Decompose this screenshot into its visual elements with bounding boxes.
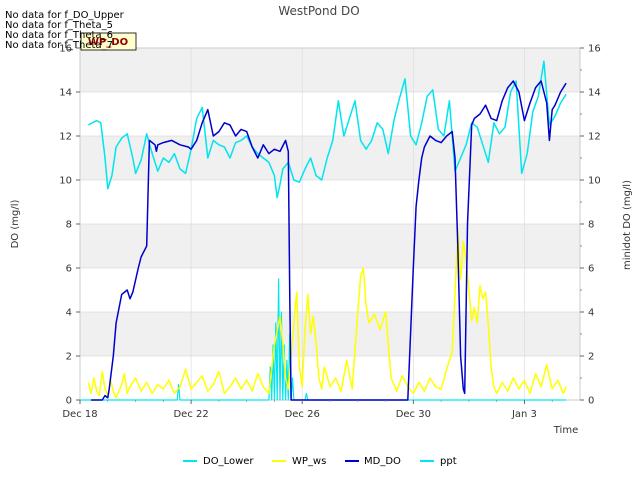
y-tick-label-right: 4 <box>588 308 594 319</box>
x-axis-label: Time <box>553 425 578 436</box>
x-tick-label: Jan 3 <box>511 409 537 420</box>
wp-do-badge: WP_DO <box>80 32 137 51</box>
y-tick-label-right: 12 <box>588 132 601 143</box>
legend-label-wp-ws: WP_ws <box>292 456 326 467</box>
badge-box <box>80 32 137 51</box>
background-band <box>80 268 580 312</box>
legend: DO_Lower WP_ws MD_DO ppt <box>183 456 457 467</box>
y-axis-left: 0 2 4 6 8 10 12 14 16 <box>59 44 80 407</box>
y-tick-label-right: 14 <box>588 88 601 99</box>
y-tick-label-left: 8 <box>66 220 72 231</box>
y-tick-label-left: 14 <box>59 88 72 99</box>
series-line-ppt <box>80 278 567 401</box>
y-axis-label-left: DO (mg/l) <box>10 200 21 249</box>
y-tick-label-right: 10 <box>588 176 601 187</box>
y-tick-label-left: 6 <box>66 264 72 275</box>
plot-background <box>80 48 580 400</box>
x-axis: Dec 18 Dec 22 Dec 26 Dec 30 Jan 3 <box>62 400 553 420</box>
y-tick-label-right: 8 <box>588 220 594 231</box>
y-tick-label-left: 10 <box>59 176 72 187</box>
x-tick-label: Dec 26 <box>285 409 320 420</box>
no-data-note: No data for f_Theta_5 <box>5 20 113 31</box>
legend-label-md-do: MD_DO <box>364 456 401 467</box>
no-data-note: No data for f_Theta_7 <box>5 40 113 51</box>
y-tick-label-left: 4 <box>66 308 72 319</box>
series-layer <box>80 60 567 401</box>
y-axis-right: 0 2 4 6 8 10 12 14 16 <box>580 44 601 407</box>
background-band <box>80 312 580 356</box>
badge-label: WP_DO <box>88 37 128 48</box>
y-axis-label-right: minidot DO (mg/l) <box>622 180 633 270</box>
y-tick-label-right: 16 <box>588 44 601 55</box>
legend-label-ppt: ppt <box>440 456 457 467</box>
no-data-note: No data for f_Theta_6 <box>5 30 113 41</box>
background-band <box>80 356 580 400</box>
y-tick-label-left: 12 <box>59 132 72 143</box>
x-tick-label: Dec 30 <box>396 409 431 420</box>
y-tick-label-right: 6 <box>588 264 594 275</box>
no-data-note: No data for f_DO_Upper <box>5 10 125 21</box>
y-tick-label-right: 2 <box>588 352 594 363</box>
y-tick-label-left: 2 <box>66 352 72 363</box>
legend-label-do-lower: DO_Lower <box>203 456 254 467</box>
chart-title: WestPond DO <box>278 4 359 18</box>
y-tick-label-left: 16 <box>59 44 72 55</box>
background-band <box>80 92 580 136</box>
y-tick-label-left: 0 <box>66 396 72 407</box>
x-tick-label: Dec 22 <box>173 409 208 420</box>
series-line-wp-ws <box>87 227 567 399</box>
series-line-do-lower <box>87 60 567 199</box>
background-band <box>80 224 580 268</box>
y-tick-label-right: 0 <box>588 396 594 407</box>
background-band <box>80 48 580 92</box>
background-band <box>80 136 580 180</box>
x-tick-label: Dec 18 <box>62 409 97 420</box>
background-band <box>80 180 580 224</box>
series-line-md-do <box>91 80 567 401</box>
